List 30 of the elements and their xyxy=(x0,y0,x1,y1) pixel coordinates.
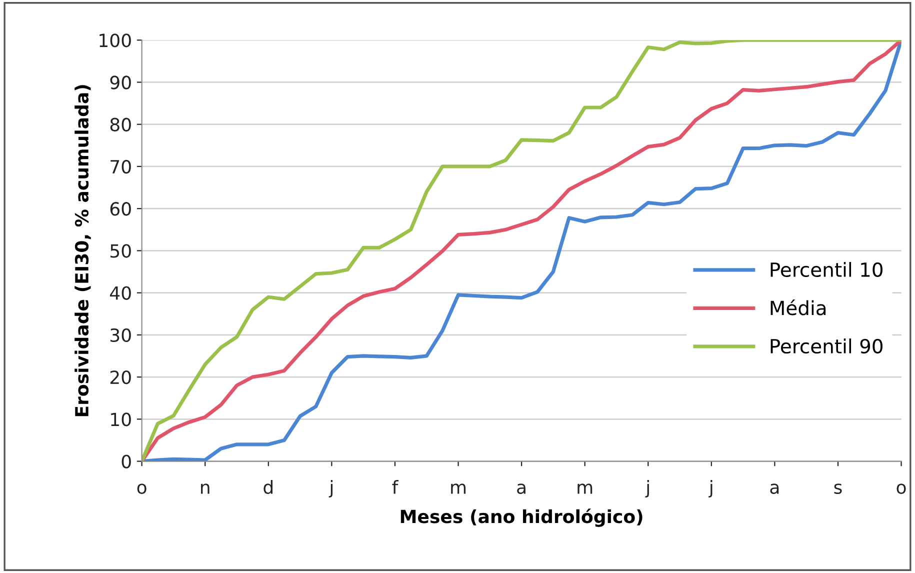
x-tick-label: d xyxy=(264,480,272,494)
y-tick-label: 40 xyxy=(110,286,131,300)
y-tick-label: 50 xyxy=(110,244,131,258)
line-series xyxy=(142,40,902,462)
x-tick-label: s xyxy=(834,484,842,494)
y-tick-label: 100 xyxy=(100,34,131,48)
x-tick-label: j xyxy=(708,480,712,498)
legend-label: Percentil 10 xyxy=(770,262,882,278)
x-axis-title: Meses (ano hidrológico) xyxy=(400,508,642,527)
y-tick-label: 80 xyxy=(110,118,131,132)
x-tick-label: f xyxy=(392,480,398,494)
x-tick-label: m xyxy=(578,484,592,494)
y-tick-label: 60 xyxy=(110,202,131,216)
y-axis-title: Erosividade (EI30, % acumulada) xyxy=(74,85,91,416)
y-tick-label: 90 xyxy=(110,76,131,90)
x-tick-label: n xyxy=(201,484,210,494)
y-tick-label: 30 xyxy=(110,328,131,342)
x-tick-label: o xyxy=(896,484,906,494)
x-tick-label: a xyxy=(770,484,779,494)
y-tick-label: 70 xyxy=(110,160,131,174)
x-tick-label: a xyxy=(517,484,526,494)
x-tick-label: j xyxy=(328,480,333,498)
legend-label: Média xyxy=(770,299,826,316)
y-tick-label: 10 xyxy=(111,412,131,426)
y-tick-label: 20 xyxy=(110,370,131,384)
y-tick-label: 0 xyxy=(122,454,131,468)
x-tick-label: o xyxy=(137,484,146,494)
x-tick-label: m xyxy=(451,484,466,494)
x-tick-label: j xyxy=(645,480,649,498)
legend-label: Percentil 90 xyxy=(770,338,882,354)
